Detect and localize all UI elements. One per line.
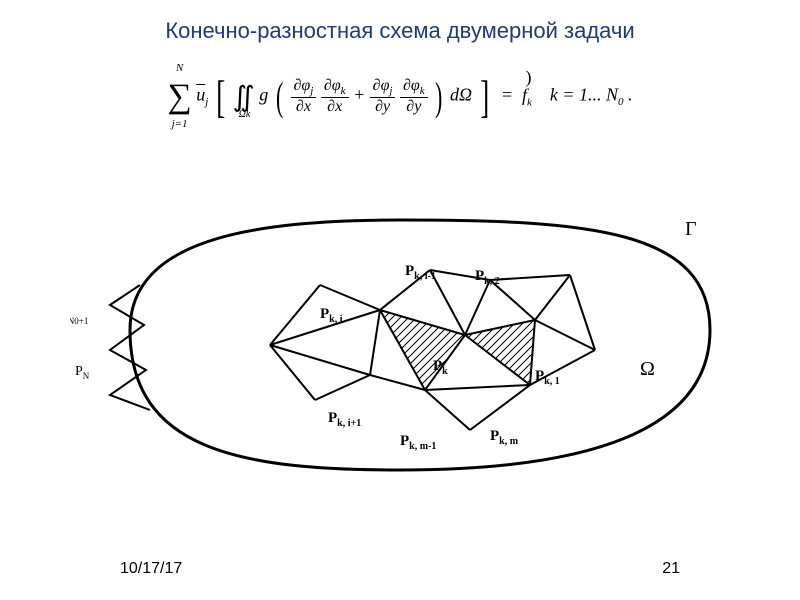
period: . (628, 85, 633, 105)
frac-4: ∂φk ∂y (400, 77, 428, 116)
equals: = (501, 85, 513, 105)
g: g (259, 85, 268, 105)
svg-text:PN: PN (75, 364, 90, 381)
range-sub: 0 (618, 96, 624, 108)
svg-text:PN0+1: PN0+1 (70, 309, 88, 326)
sum-upper: N (167, 62, 191, 74)
footer-date: 10/17/17 (120, 560, 182, 578)
svg-text:Pk, i+1: Pk, i+1 (328, 410, 361, 429)
slide-title: Конечно-разностная схема двумерной задач… (0, 18, 800, 44)
title-text: Конечно-разностная схема двумерной задач… (165, 18, 634, 43)
frac-2: ∂φk ∂x (321, 77, 349, 116)
svg-text:Pk, i-1: Pk, i-1 (405, 263, 436, 282)
u-sub: j (205, 96, 208, 108)
svg-text:Pk, 2: Pk, 2 (475, 268, 500, 287)
integral-domain: Ωk (239, 109, 251, 120)
svg-text:Γ: Γ (685, 218, 697, 240)
svg-text:Pk, i: Pk, i (320, 306, 343, 325)
summation: N ∑ j=1 (167, 78, 191, 116)
left-bracket: [ (216, 70, 225, 123)
frac-1: ∂φj ∂x (291, 77, 317, 116)
k-range: k = 1... N (550, 85, 618, 105)
f-sub: k (527, 96, 532, 108)
double-integral: ∬ Ωk (233, 80, 255, 114)
right-bracket: ] (480, 70, 489, 123)
d-omega: dΩ (450, 85, 472, 105)
sum-lower: j=1 (167, 118, 191, 130)
frac-3: ∂φj ∂y (370, 77, 396, 116)
svg-text:Pk, m: Pk, m (490, 428, 519, 447)
equation: N ∑ j=1 uj [ ∬ Ωk g ( ∂φj ∂x ∂φk ∂x + ∂φ… (0, 70, 800, 123)
left-paren: ( (276, 73, 283, 120)
svg-text:Ω: Ω (640, 358, 655, 380)
svg-text:Pk, m-1: Pk, m-1 (400, 433, 436, 452)
footer-page: 21 (662, 560, 680, 578)
plus: + (353, 85, 365, 105)
right-paren: ) (435, 73, 442, 120)
hat-paren: ) (525, 67, 531, 88)
u-bar: u (196, 85, 205, 105)
mesh-diagram: ΓΩPN0+1PNPk, iPk, i-1Pk, 2PkPk, 1Pk, i+1… (70, 180, 730, 520)
